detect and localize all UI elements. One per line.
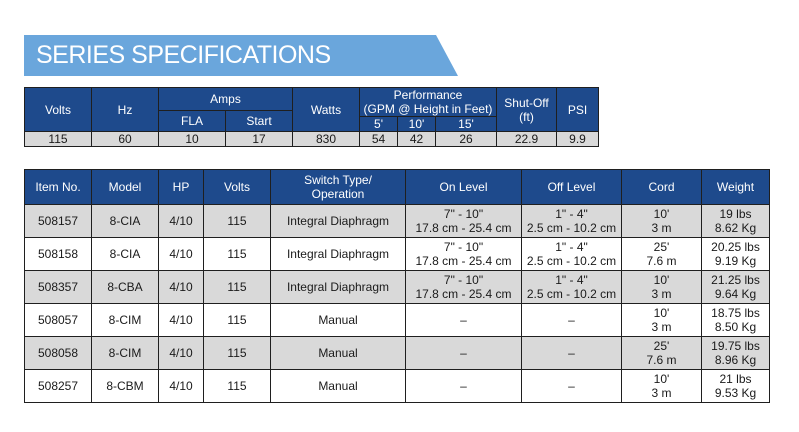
cell-on-level: 7" - 10" 17.8 cm - 25.4 cm (405, 270, 522, 304)
cell-weight: 18.75 lbs 8.50 Kg (701, 303, 770, 337)
cell-weight: 21 lbs 9.53 Kg (701, 369, 770, 403)
cell-hp: 4/10 (158, 303, 204, 337)
cell-weight: 20.25 lbs 9.19 Kg (701, 237, 770, 271)
cell-model: 8-CBA (91, 270, 159, 304)
cell-cord: 25' 7.6 m (621, 237, 702, 271)
cell-model: 8-CIA (91, 237, 159, 271)
cell-item-no: 508057 (24, 303, 92, 337)
cell-weight: 19.75 lbs 8.96 Kg (701, 336, 770, 370)
cell-model: 8-CIM (91, 336, 159, 370)
value-volts: 115 (24, 131, 92, 147)
cell-item-no: 508257 (24, 369, 92, 403)
value-watts: 830 (292, 131, 360, 147)
header-hp: HP (158, 169, 204, 205)
cell-cord: 10' 3 m (621, 270, 702, 304)
header-performance: Performance (GPM @ Height in Feet) (359, 87, 497, 117)
cell-model: 8-CIA (91, 204, 159, 238)
header-start: Start (225, 110, 293, 132)
cell-volts: 115 (203, 336, 271, 370)
cell-model: 8-CBM (91, 369, 159, 403)
header-volts: Volts (24, 87, 92, 132)
cell-weight: 21.25 lbs 9.64 Kg (701, 270, 770, 304)
cell-item-no: 508357 (24, 270, 92, 304)
cell-switch-type: Manual (270, 336, 406, 370)
header-model: Model (91, 169, 159, 205)
section-title: SERIES SPECIFICATIONS (36, 41, 331, 69)
cell-model: 8-CIM (91, 303, 159, 337)
cell-cord: 10' 3 m (621, 303, 702, 337)
table-row: 508057 8-CIM 4/10 115 Manual – –10' 3 m 18.75 lb… (24, 303, 770, 337)
cell-item-no: 508058 (24, 336, 92, 370)
header-height-15: 15' (435, 116, 497, 132)
value-gpm-15: 26 (435, 131, 497, 147)
cell-switch-type: Integral Diaphragm (270, 237, 406, 271)
cell-volts: 115 (203, 369, 271, 403)
spec-values-row: 115 60 10 17 830 54 42 26 22.9 9.9 (24, 131, 599, 147)
cell-volts: 115 (203, 237, 271, 271)
header-on-level: On Level (405, 169, 522, 205)
cell-hp: 4/10 (158, 237, 204, 271)
cell-cord: 10' 3 m (621, 204, 702, 238)
value-fla: 10 (158, 131, 226, 147)
cell-on-level: – (405, 303, 522, 337)
cell-off-level: – (521, 369, 622, 403)
table-row: 508257 8-CBM 4/10 115 Manual – –10' 3 m 21 lbs 9.… (24, 369, 770, 403)
cell-on-level: 7" - 10" 17.8 cm - 25.4 cm (405, 204, 522, 238)
cell-off-level: 1" - 4" 2.5 cm - 10.2 cm (521, 237, 622, 271)
product-table: Item No. Model HP Volts Switch Type/ Ope… (24, 169, 770, 403)
series-spec-table: Volts Hz Amps Watts Performance (GPM @ H… (24, 87, 599, 147)
header-amps: Amps (158, 87, 293, 111)
header-cord: Cord (621, 169, 702, 205)
header-fla: FLA (158, 110, 226, 132)
cell-switch-type: Manual (270, 369, 406, 403)
value-gpm-5: 54 (359, 131, 398, 147)
cell-on-level: – (405, 336, 522, 370)
header-height-5: 5' (359, 116, 398, 132)
cell-weight: 19 lbs 8.62 Kg (701, 204, 770, 238)
cell-cord: 25' 7.6 m (621, 336, 702, 370)
value-psi: 9.9 (556, 131, 599, 147)
cell-hp: 4/10 (158, 336, 204, 370)
header-switch-type: Switch Type/ Operation (270, 169, 406, 205)
table-row: 508357 8-CBA 4/10 115 Integral Diaphragm 7" -… (24, 270, 770, 304)
table-row: 508157 8-CIA 4/10 115 Integral Diaphragm 7" -… (24, 204, 770, 238)
header-item-no: Item No. (24, 169, 92, 205)
cell-hp: 4/10 (158, 204, 204, 238)
header-shutoff: Shut-Off (ft) (496, 87, 557, 132)
cell-off-level: 1" - 4" 2.5 cm - 10.2 cm (521, 270, 622, 304)
cell-off-level: – (521, 303, 622, 337)
header-psi: PSI (556, 87, 599, 132)
value-gpm-10: 42 (397, 131, 436, 147)
cell-item-no: 508157 (24, 204, 92, 238)
table-row: 508058 8-CIM 4/10 115 Manual – –25' 7.6 m 19.75 … (24, 336, 770, 370)
value-start: 17 (225, 131, 293, 147)
header-height-10: 10' (397, 116, 436, 132)
cell-volts: 115 (203, 204, 271, 238)
cell-volts: 115 (203, 303, 271, 337)
cell-item-no: 508158 (24, 237, 92, 271)
cell-off-level: 1" - 4" 2.5 cm - 10.2 cm (521, 204, 622, 238)
value-shutoff: 22.9 (496, 131, 557, 147)
cell-on-level: – (405, 369, 522, 403)
table-row: 508158 8-CIA 4/10 115 Integral Diaphragm 7" -… (24, 237, 770, 271)
cell-switch-type: Manual (270, 303, 406, 337)
cell-hp: 4/10 (158, 369, 204, 403)
header-off-level: Off Level (521, 169, 622, 205)
cell-switch-type: Integral Diaphragm (270, 204, 406, 238)
cell-switch-type: Integral Diaphragm (270, 270, 406, 304)
cell-off-level: – (521, 336, 622, 370)
value-hz: 60 (91, 131, 159, 147)
cell-cord: 10' 3 m (621, 369, 702, 403)
header-watts: Watts (292, 87, 360, 132)
cell-hp: 4/10 (158, 270, 204, 304)
section-banner: SERIES SPECIFICATIONS (24, 35, 458, 76)
header-hz: Hz (91, 87, 159, 132)
cell-volts: 115 (203, 270, 271, 304)
header-volts: Volts (203, 169, 271, 205)
header-weight: Weight (701, 169, 770, 205)
cell-on-level: 7" - 10" 17.8 cm - 25.4 cm (405, 237, 522, 271)
